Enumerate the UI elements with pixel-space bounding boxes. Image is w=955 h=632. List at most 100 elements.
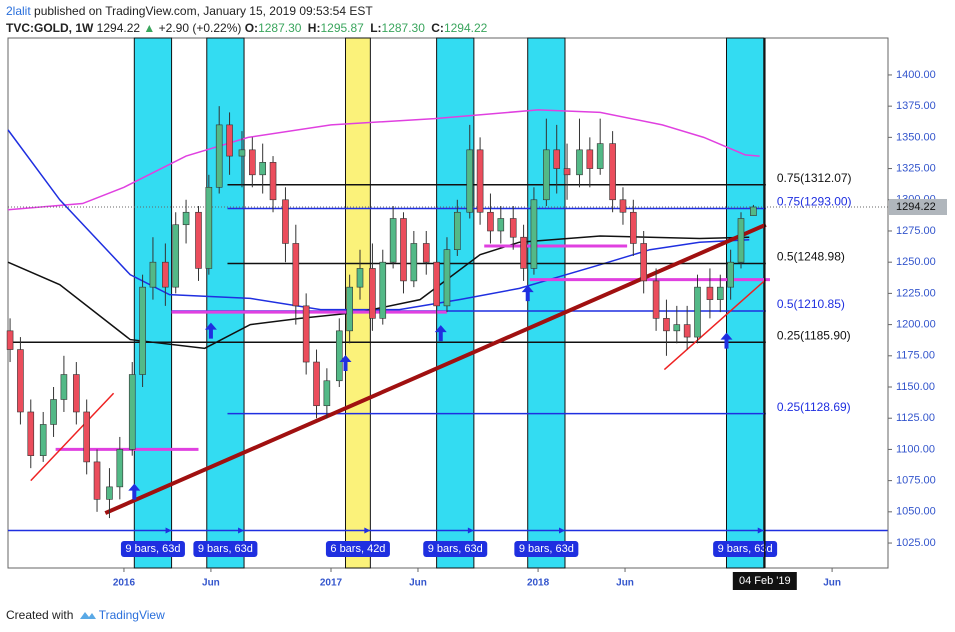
candle-body	[335, 330, 343, 382]
candle-body	[497, 218, 505, 232]
band-arrowhead	[757, 527, 764, 534]
y-tick-label: 1225.00	[896, 287, 936, 299]
up-arrow	[339, 355, 352, 372]
y-tick-label: 1350.00	[896, 131, 936, 143]
candle-body	[443, 249, 451, 307]
band-label-box	[193, 541, 258, 557]
band-arrowhead	[467, 527, 474, 534]
band-arrowhead	[165, 527, 172, 534]
candle-body	[116, 449, 124, 488]
candle-body	[139, 286, 146, 375]
fib-label: 0.5(1248.98)	[777, 250, 845, 264]
y-tick-label: 1200.00	[896, 319, 936, 331]
candle-body	[530, 199, 538, 269]
y-tick-label: 1400.00	[896, 69, 936, 81]
candle-body	[466, 149, 474, 213]
candle-body	[520, 236, 527, 269]
band-arrowhead	[364, 527, 371, 534]
author[interactable]: 2lalit	[6, 4, 31, 18]
up-arrow	[128, 483, 141, 500]
created-with: Created with	[6, 608, 74, 622]
candle-body	[509, 218, 517, 238]
band-arrowhead	[558, 527, 565, 534]
trend-line	[663, 279, 767, 371]
band-label-box	[120, 541, 185, 557]
ohlc-value: 1287.30	[258, 21, 302, 35]
y-tick-label: 1125.00	[896, 412, 935, 424]
up-arrow	[720, 332, 733, 349]
band-label: 9 bars, 63d	[718, 543, 773, 555]
time-band	[725, 37, 765, 569]
fib-label: 0.75(1293.00)	[777, 195, 852, 209]
moving-average	[7, 109, 760, 211]
candle-body	[259, 162, 266, 176]
candle-body	[640, 243, 647, 282]
candle-body	[269, 162, 277, 201]
ohlc-label: L:	[370, 21, 382, 35]
up-arrow	[521, 285, 534, 302]
logo	[79, 612, 96, 619]
last-price-label: 1294.22	[896, 201, 936, 213]
y-tick-label: 1100.00	[896, 443, 935, 455]
candle-body	[60, 374, 68, 400]
band-label-box	[713, 541, 778, 557]
candle-body	[182, 211, 190, 226]
up-arrow	[434, 325, 447, 342]
y-tick-label: 1325.00	[896, 162, 936, 174]
candle-body	[27, 411, 35, 456]
candle-body	[553, 149, 561, 169]
change-arrow: ▲	[143, 21, 156, 35]
candle-body	[356, 268, 364, 288]
candle-body	[149, 261, 157, 288]
candle-body	[400, 218, 407, 282]
ohlc-label: C:	[431, 21, 444, 35]
candle-body	[563, 168, 571, 176]
candle-body	[389, 218, 397, 263]
x-tick-label: Jun	[823, 578, 841, 589]
fib-label: 0.25(1185.90)	[777, 328, 851, 342]
band-label: 9 bars, 63d	[198, 543, 253, 555]
band-label-box	[423, 541, 488, 557]
symbol: TVC:GOLD, 1W	[6, 21, 94, 35]
up-arrow	[204, 322, 217, 339]
candle-body	[93, 461, 101, 500]
candle-body	[346, 286, 353, 332]
band-label: 9 bars, 63d	[519, 543, 574, 555]
candle-body	[683, 324, 691, 338]
y-tick-label: 1150.00	[896, 381, 935, 393]
time-band	[206, 37, 245, 569]
candle-body	[476, 149, 484, 213]
candle-body	[292, 243, 300, 307]
brand[interactable]: TradingView	[98, 608, 165, 622]
candle-body	[83, 411, 90, 463]
candle-body	[433, 261, 440, 307]
candle-body	[694, 286, 701, 338]
candle-body	[652, 280, 660, 319]
x-tick-label: Jun	[202, 578, 220, 589]
last: 1294.22	[96, 21, 141, 35]
publish-info: published on TradingView.com, January 15…	[34, 4, 373, 18]
candle-body	[410, 243, 418, 282]
candle-body	[238, 149, 246, 157]
band-arrowhead	[238, 527, 245, 534]
band-label: 9 bars, 63d	[125, 543, 180, 555]
candle-body	[195, 211, 202, 269]
ohlc-value: 1287.30	[381, 21, 425, 35]
y-tick-label: 1250.00	[896, 256, 936, 268]
candle-body	[609, 143, 616, 201]
candle-body	[215, 124, 223, 188]
y-tick-label: 1075.00	[896, 475, 936, 487]
candle-body	[422, 243, 430, 263]
candle-body	[596, 143, 604, 169]
candle-body	[39, 424, 47, 456]
candle-body	[302, 305, 310, 363]
candle-body	[586, 149, 594, 169]
y-tick-label: 1050.00	[896, 506, 936, 518]
ohlc-label: O:	[244, 21, 259, 35]
candle-body	[128, 374, 136, 450]
candle-body	[737, 218, 745, 263]
candle-body	[369, 268, 376, 319]
band-label-box	[514, 541, 579, 557]
candle-body	[172, 224, 180, 288]
candle-body	[205, 186, 213, 269]
